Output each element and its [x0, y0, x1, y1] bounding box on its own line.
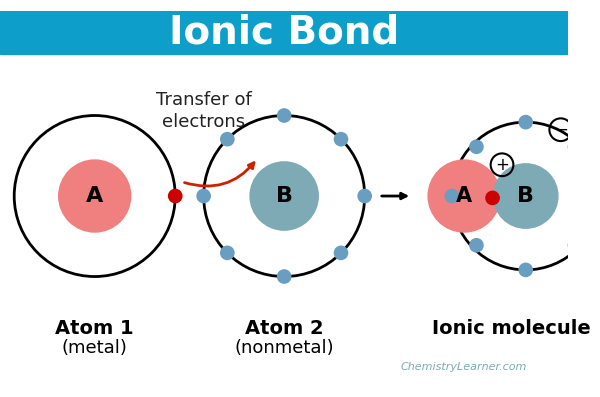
- Circle shape: [334, 133, 347, 146]
- Circle shape: [445, 189, 458, 202]
- Circle shape: [278, 270, 291, 283]
- Text: B: B: [275, 186, 293, 206]
- FancyBboxPatch shape: [0, 12, 568, 54]
- Circle shape: [169, 189, 182, 202]
- Circle shape: [334, 246, 347, 260]
- Text: A: A: [456, 186, 472, 206]
- Circle shape: [278, 109, 291, 122]
- Circle shape: [568, 140, 581, 153]
- Text: A: A: [86, 186, 103, 206]
- Text: Transfer of
electrons: Transfer of electrons: [156, 91, 251, 131]
- Circle shape: [593, 189, 600, 202]
- Circle shape: [221, 246, 234, 260]
- Circle shape: [470, 239, 483, 252]
- Text: Ionic Bond: Ionic Bond: [169, 13, 399, 52]
- Circle shape: [59, 160, 131, 232]
- Circle shape: [470, 140, 483, 153]
- Text: +: +: [495, 156, 509, 174]
- Text: Atom 1: Atom 1: [55, 319, 134, 338]
- Circle shape: [428, 160, 500, 232]
- Circle shape: [519, 263, 532, 277]
- Circle shape: [486, 191, 499, 204]
- Text: ChemistryLearner.com: ChemistryLearner.com: [401, 362, 527, 372]
- Text: Ionic molecule: Ionic molecule: [432, 319, 591, 338]
- Circle shape: [568, 239, 581, 252]
- Circle shape: [197, 189, 210, 202]
- Circle shape: [358, 189, 371, 202]
- Text: Atom 2: Atom 2: [245, 319, 323, 338]
- Circle shape: [493, 164, 558, 228]
- Text: −: −: [554, 121, 568, 139]
- Text: B: B: [517, 186, 534, 206]
- Circle shape: [250, 162, 318, 230]
- Circle shape: [519, 116, 532, 129]
- Text: (metal): (metal): [62, 339, 128, 357]
- Circle shape: [221, 133, 234, 146]
- Text: (nonmetal): (nonmetal): [235, 339, 334, 357]
